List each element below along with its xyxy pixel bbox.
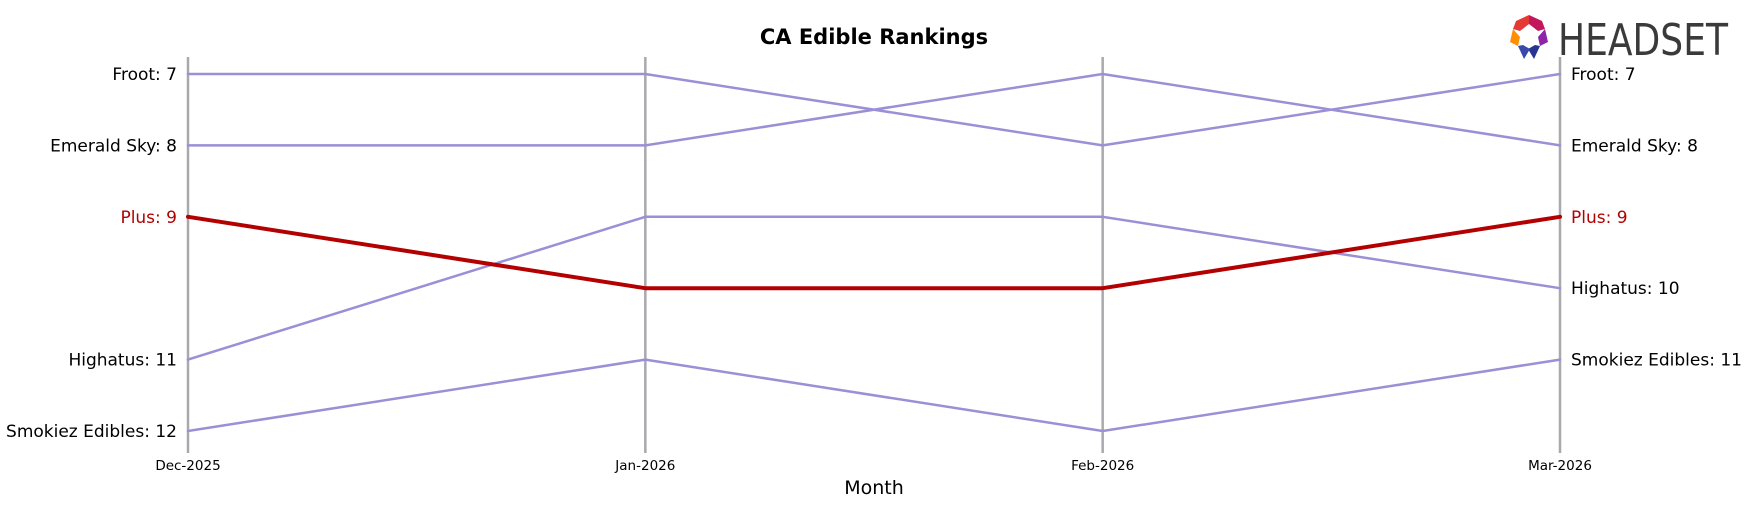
series-start-label: Plus: 9 <box>120 208 177 228</box>
series-lines <box>186 72 1562 433</box>
series-line <box>186 214 1562 291</box>
series-start-label: Froot: 7 <box>112 65 177 85</box>
chart-title: CA Edible Rankings <box>760 25 988 49</box>
start-labels: Froot: 7 Emerald Sky: 8 Highatus: 11 Smokie… <box>6 65 177 442</box>
series-start-label: Emerald Sky: 8 <box>50 136 177 156</box>
series-end-label: Emerald Sky: 8 <box>1571 136 1698 156</box>
series-line <box>186 358 1562 433</box>
series-end-label: Highatus: 10 <box>1571 279 1680 299</box>
x-tick-label: Jan-2026 <box>614 458 675 474</box>
x-axis-ticks: Dec-2025 Jan-2026 Feb-2026 Mar-2026 <box>155 458 1592 474</box>
series-start-label: Smokiez Edibles: 12 <box>6 422 177 442</box>
x-tick-label: Dec-2025 <box>155 458 220 474</box>
end-labels: Froot: 7 Emerald Sky: 8 Highatus: 10 Smokie… <box>1571 65 1742 371</box>
x-axis-label: Month <box>844 477 904 499</box>
logo-text: HEADSET <box>1558 15 1728 66</box>
series-end-label: Froot: 7 <box>1571 65 1636 85</box>
headset-logo: HEADSET <box>1510 15 1728 66</box>
series-start-label: Highatus: 11 <box>68 351 177 371</box>
series-end-label: Smokiez Edibles: 11 <box>1571 351 1742 371</box>
gridlines <box>186 57 1562 453</box>
x-tick-label: Mar-2026 <box>1528 458 1592 474</box>
series-line <box>186 72 1562 147</box>
x-tick-label: Feb-2026 <box>1071 458 1134 474</box>
series-end-label: Plus: 9 <box>1571 208 1628 228</box>
logo-mark-icon <box>1510 15 1548 59</box>
